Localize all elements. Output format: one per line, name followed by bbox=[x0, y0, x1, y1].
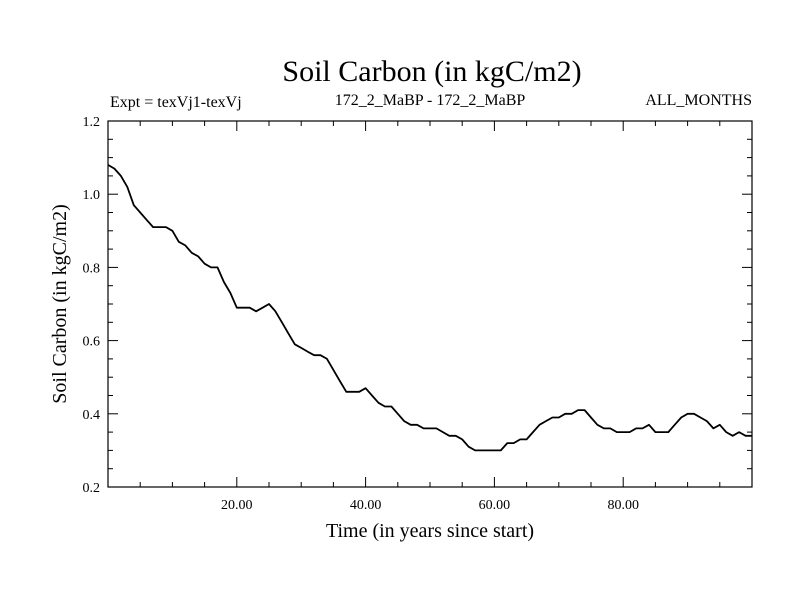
series-group bbox=[107, 164, 752, 452]
plot-frame bbox=[107, 120, 753, 488]
y-tick-label: 1.0 bbox=[83, 188, 101, 203]
subtitle-center: 172_2_MaBP - 172_2_MaBP bbox=[335, 92, 526, 109]
chart-title: Soil Carbon (in kgC/m2) bbox=[282, 55, 581, 88]
x-tick-label: 20.00 bbox=[221, 498, 253, 513]
x-axis-label: Time (in years since start) bbox=[326, 520, 534, 542]
x-tick-label: 80.00 bbox=[607, 498, 639, 513]
y-tick-label: 0.4 bbox=[83, 408, 101, 423]
y-tick-label: 0.2 bbox=[83, 481, 101, 496]
x-tick-label: 60.00 bbox=[479, 498, 511, 513]
y-tick-label: 0.6 bbox=[83, 335, 101, 350]
tick-labels: 20.00 40.00 60.00 80.00 0.2 0.4 0.6 0.8 1.0 1.2 bbox=[83, 115, 639, 513]
x-tick-label: 40.00 bbox=[350, 498, 382, 513]
y-tick-label: 1.2 bbox=[83, 115, 101, 130]
subtitle-right: ALL_MONTHS bbox=[645, 92, 752, 109]
series-line bbox=[107, 164, 752, 452]
subtitle-left: Expt = texVj1-texVj bbox=[110, 94, 242, 111]
tick-marks bbox=[108, 120, 752, 488]
y-tick-label: 0.8 bbox=[83, 261, 101, 276]
y-axis-label: Soil Carbon (in kgC/m2) bbox=[49, 204, 71, 403]
